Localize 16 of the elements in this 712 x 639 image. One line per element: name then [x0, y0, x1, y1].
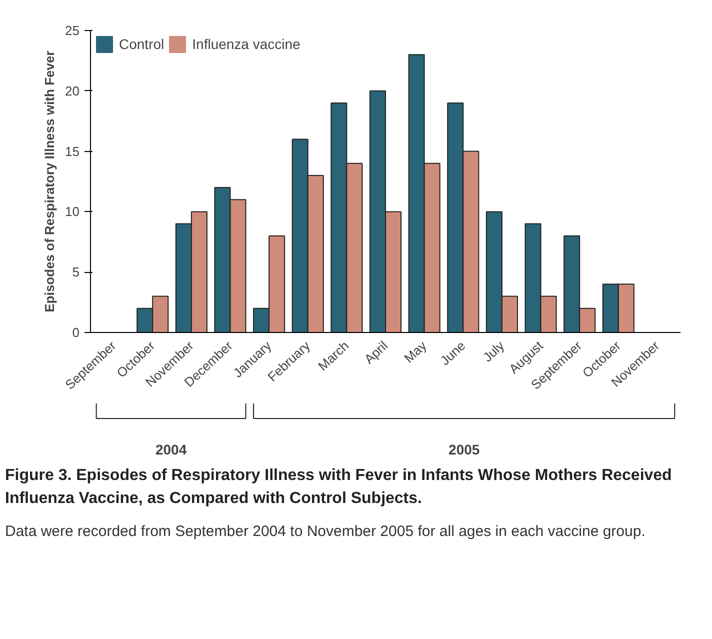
text: Figure 3. Episodes of Respiratory Illness with Fever in Infants Whose Mothers Received Influenza Vaccine, as Compared with Control Subjects.: [5, 466, 673, 509]
x-tick-label: July: [480, 338, 508, 365]
text: 2005: [448, 442, 480, 458]
legend-label: Control: [119, 36, 164, 52]
y-tick-label: 20: [65, 83, 80, 98]
text: 2004: [155, 442, 187, 458]
y-tick-label: 25: [65, 23, 80, 38]
x-tick-label: June: [437, 338, 468, 368]
y-tick-label: 5: [72, 264, 80, 280]
x-tick-label: May: [401, 338, 430, 366]
y-axis-title: Episodes of Respiratory Illness with Fever: [42, 50, 58, 312]
y-tick-label: 0: [72, 325, 80, 340]
y-tick-label: 15: [65, 144, 80, 159]
y-tick-label: 10: [65, 204, 80, 220]
text: Data were recorded from September 2004 to November 2005 for all ages in each vaccine group.: [5, 522, 646, 542]
legend-label: Influenza vaccine: [192, 36, 300, 52]
